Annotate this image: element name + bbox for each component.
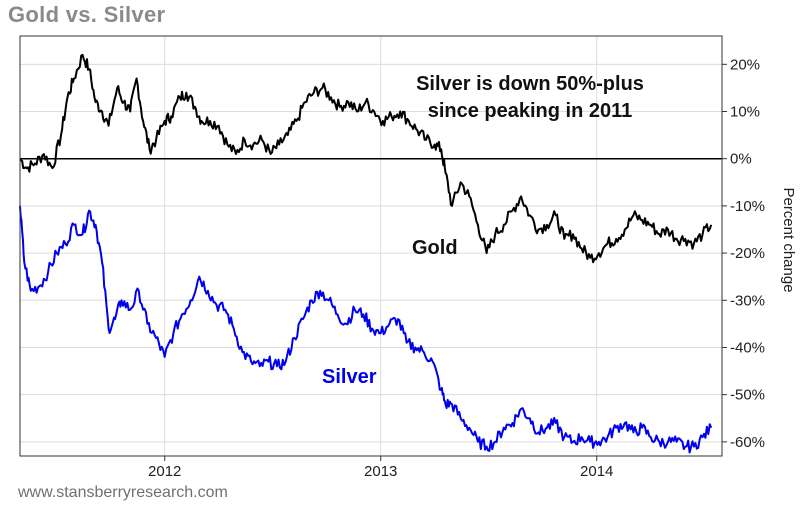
x-tick-label: 2012: [148, 463, 181, 480]
headline-line-1: Silver is down 50%-plus: [416, 73, 644, 95]
y-tick-label: -50%: [730, 387, 765, 404]
source-credit: www.stansberryresearch.com: [18, 484, 228, 501]
y-tick-label: -20%: [730, 245, 765, 262]
y-tick-label: -40%: [730, 339, 765, 356]
series-line-gold: [19, 53, 713, 264]
series-line-silver: [19, 205, 713, 454]
y-axis-label: Percent change: [780, 187, 797, 292]
y-tick-label: -30%: [730, 292, 765, 309]
series-label-silver: Silver: [322, 366, 377, 388]
gridlines: [20, 36, 722, 456]
x-tick-label: 2013: [364, 463, 397, 480]
y-axis-ticks: 20% 10% 0% -10% -20% -30% -40% -50% -60%: [722, 56, 765, 451]
y-tick-label: 10%: [730, 104, 760, 121]
y-tick-label: 0%: [730, 151, 752, 168]
y-tick-label: -60%: [730, 434, 765, 451]
y-tick-label: -10%: [730, 198, 765, 215]
chart-title: Gold vs. Silver: [8, 2, 166, 27]
plot-frame: [19, 35, 723, 457]
headline-line-2: since peaking in 2011: [428, 100, 633, 122]
x-tick-label: 2014: [580, 463, 613, 480]
y-tick-label: 20%: [730, 56, 760, 73]
series-lines: [19, 53, 713, 454]
x-axis-ticks: 2012 2013 2014: [148, 456, 613, 480]
series-label-gold: Gold: [412, 237, 458, 259]
